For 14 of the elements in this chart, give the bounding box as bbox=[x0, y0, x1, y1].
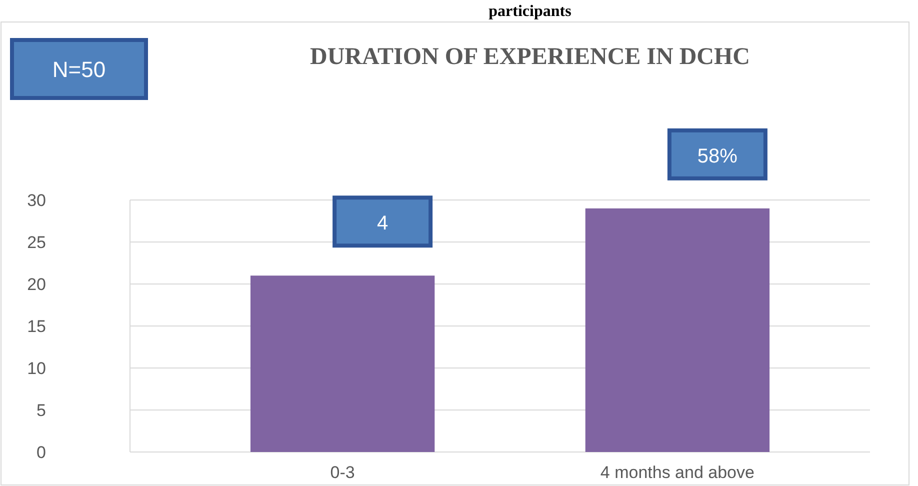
annotation: 4 bbox=[376, 212, 388, 235]
chart-title: DURATION OF EXPERIENCE IN DCHC bbox=[310, 44, 750, 70]
annotation: 58% bbox=[697, 145, 738, 168]
y-tick-label: 15 bbox=[27, 317, 46, 336]
y-tick-label: 5 bbox=[36, 401, 46, 420]
y-tick-label: 20 bbox=[27, 275, 46, 294]
text: participants bbox=[488, 3, 572, 20]
y-tick-label: 25 bbox=[27, 233, 46, 252]
y-tick-label: 10 bbox=[27, 359, 46, 378]
x-tick-label: 0-3 bbox=[330, 463, 355, 482]
y-tick-label: 30 bbox=[27, 191, 46, 210]
x-tick-label: 4 months and above bbox=[600, 463, 754, 482]
y-tick-label: 0 bbox=[36, 443, 46, 462]
callout-box: N=50 bbox=[10, 38, 148, 100]
